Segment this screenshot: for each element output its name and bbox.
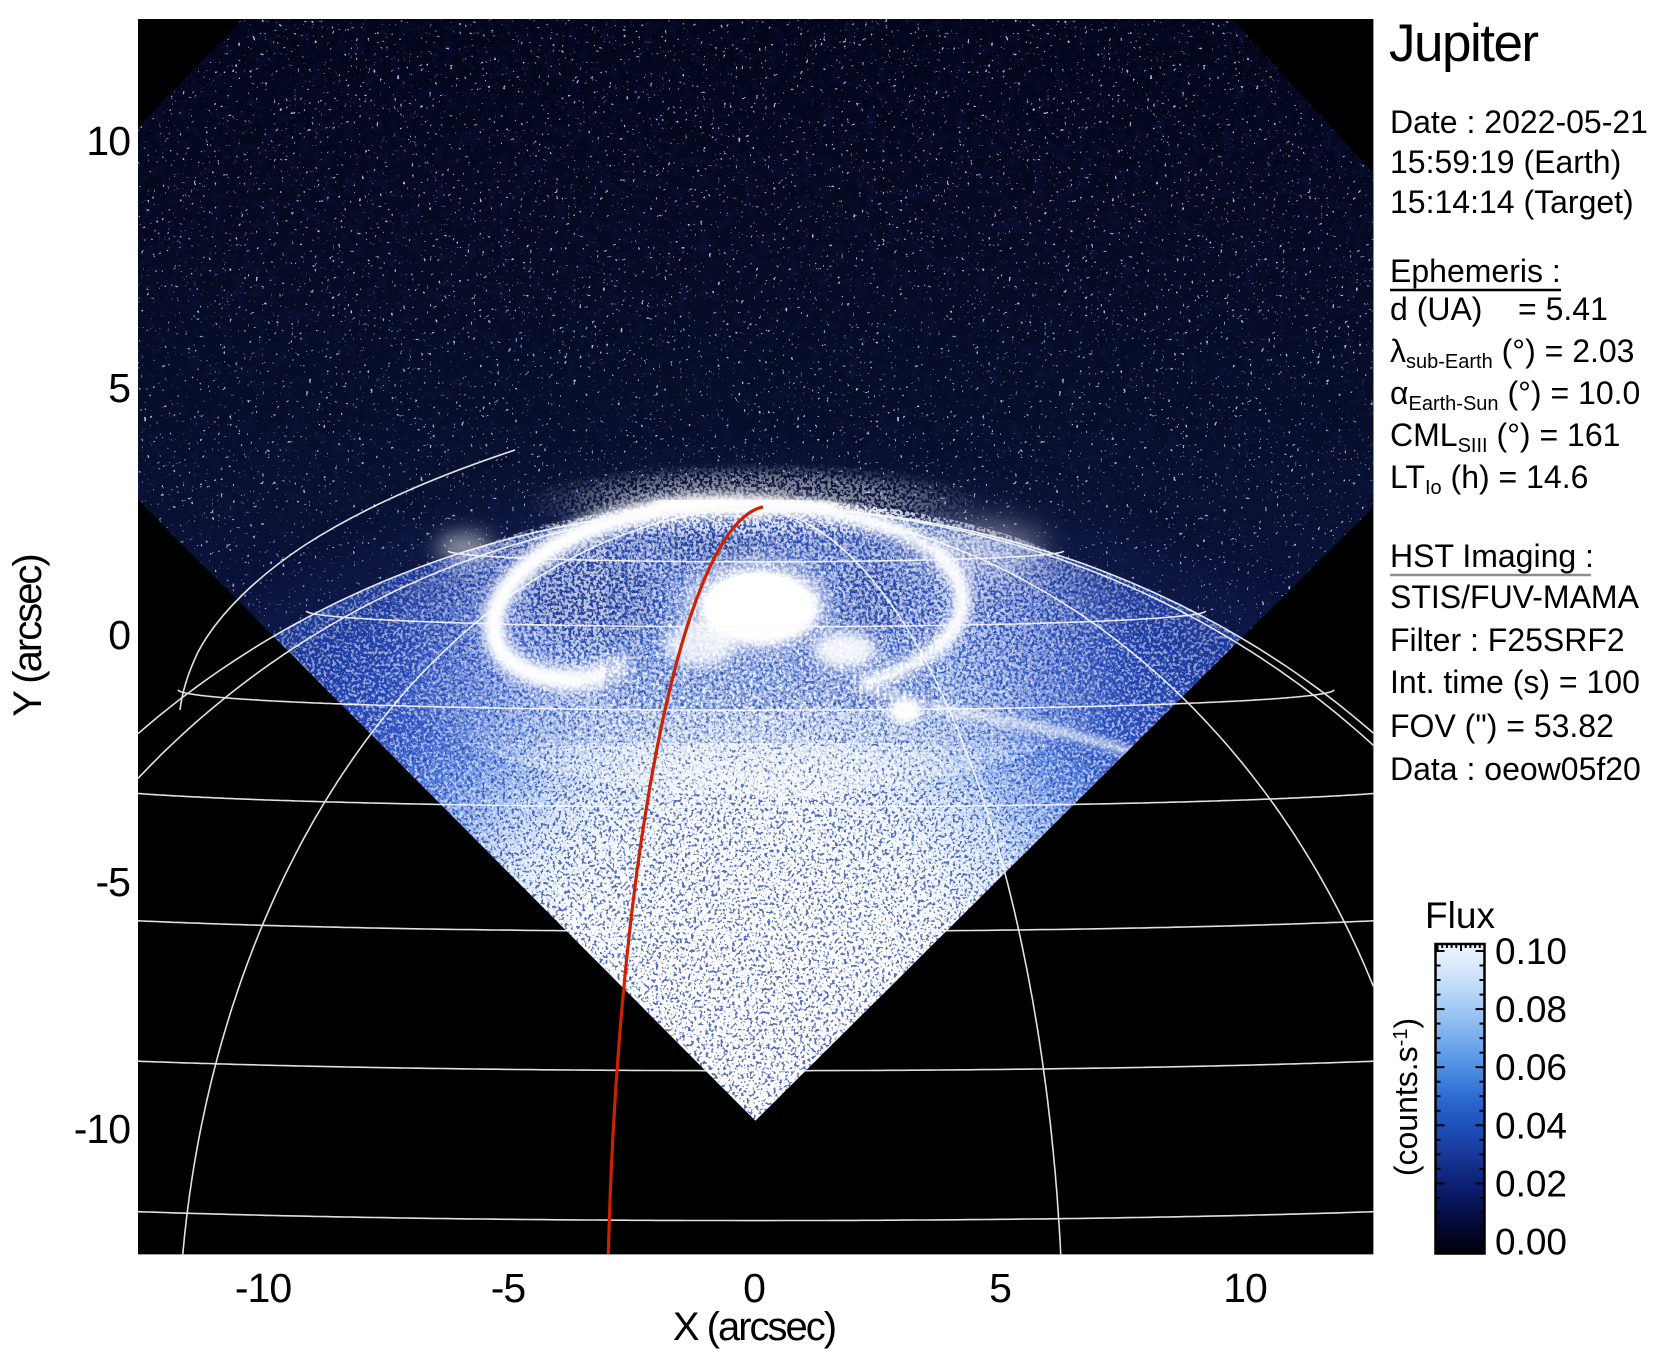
svg-text:0.04: 0.04: [1495, 1105, 1567, 1146]
svg-text:0.00: 0.00: [1495, 1222, 1567, 1263]
svg-text:Jupiter: Jupiter: [1389, 14, 1538, 73]
svg-text:5: 5: [108, 365, 130, 411]
svg-text:Ephemeris :: Ephemeris :: [1390, 253, 1561, 289]
svg-text:Date : 2022-05-21: Date : 2022-05-21: [1390, 104, 1648, 140]
svg-text:0: 0: [108, 612, 130, 658]
svg-text:0.06: 0.06: [1495, 1047, 1567, 1088]
svg-text:LTIo (h) = 14.6: LTIo (h) = 14.6: [1390, 459, 1588, 499]
svg-text:-10: -10: [74, 1106, 130, 1152]
svg-text:15:14:14 (Target): 15:14:14 (Target): [1390, 184, 1634, 220]
svg-text:-5: -5: [96, 859, 131, 905]
svg-text:5: 5: [989, 1265, 1011, 1311]
svg-text:0.08: 0.08: [1495, 989, 1567, 1030]
svg-text:X (arcsec): X (arcsec): [673, 1305, 835, 1349]
svg-text:-10: -10: [235, 1265, 291, 1311]
svg-text:15:59:19 (Earth): 15:59:19 (Earth): [1390, 144, 1621, 180]
svg-text:Data : oeow05f20: Data : oeow05f20: [1390, 751, 1641, 787]
svg-text:CMLSIII (°) = 161: CMLSIII (°) = 161: [1390, 417, 1620, 457]
svg-text:Y (arcsec): Y (arcsec): [6, 555, 50, 717]
svg-text:10: 10: [1223, 1265, 1267, 1311]
svg-text:STIS/FUV-MAMA: STIS/FUV-MAMA: [1390, 579, 1640, 615]
svg-text:Flux: Flux: [1425, 895, 1495, 936]
svg-text:Int. time (s) = 100: Int. time (s) = 100: [1390, 664, 1640, 700]
svg-text:0: 0: [743, 1265, 765, 1311]
svg-text:d (UA) = 5.41: d (UA) = 5.41: [1390, 291, 1608, 327]
svg-text:-5: -5: [491, 1265, 526, 1311]
svg-text:10: 10: [86, 118, 130, 164]
svg-text:0.02: 0.02: [1495, 1163, 1567, 1204]
svg-text:0.10: 0.10: [1495, 931, 1567, 972]
svg-text:Filter : F25SRF2: Filter : F25SRF2: [1390, 622, 1625, 658]
svg-text:HST Imaging :: HST Imaging :: [1390, 538, 1594, 574]
svg-text:FOV (") = 53.82: FOV (") = 53.82: [1390, 708, 1614, 744]
